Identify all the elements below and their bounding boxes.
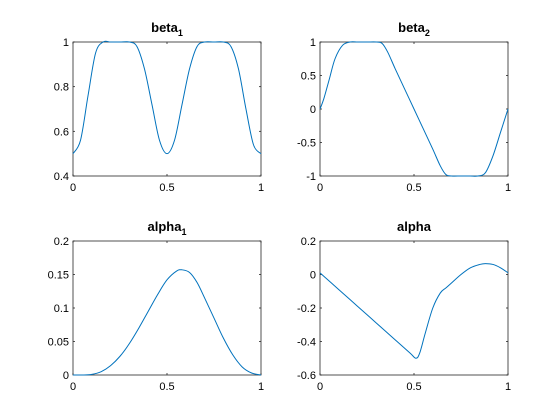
y-tick-label: -0.2 xyxy=(297,303,316,315)
x-tick-label: 0.5 xyxy=(159,381,174,393)
subplot-4: 0 0.5 1 -0.6 -0.4 -0.2 0 0.2 alpha xyxy=(297,219,511,393)
x-tick-label: 1 xyxy=(258,182,264,194)
plot-frame xyxy=(319,240,509,376)
title-subscript: 1 xyxy=(178,28,183,38)
subplot-2: 0 0.5 1 -1 -0.5 0 0.5 1 beta2 xyxy=(297,20,511,194)
title-text: alpha xyxy=(148,219,183,234)
title-text: beta xyxy=(398,20,426,35)
y-tick-label: 0.05 xyxy=(48,337,69,349)
y-tick-label: -0.4 xyxy=(297,337,316,349)
y-tick-label: 0.2 xyxy=(301,236,316,248)
x-tick-label: 1 xyxy=(505,182,511,194)
y-tick-label: -0.5 xyxy=(297,138,316,150)
title-subscript: 1 xyxy=(181,227,186,237)
series-line xyxy=(319,263,509,359)
x-tick-label: 0.5 xyxy=(406,182,421,194)
y-tick-label: 0.2 xyxy=(54,236,69,248)
subplot-title: beta1 xyxy=(151,20,183,38)
series-line xyxy=(72,269,262,376)
y-tick-label: 0.6 xyxy=(54,126,69,138)
x-tick-label: 0 xyxy=(70,381,76,393)
subplot-title: beta2 xyxy=(398,20,430,38)
y-tick-label: 0 xyxy=(63,370,69,382)
title-subscript: 2 xyxy=(425,28,430,38)
y-tick-label: -1 xyxy=(306,171,316,183)
y-tick-label: 0 xyxy=(310,104,316,116)
x-tick-label: 0 xyxy=(70,182,76,194)
y-tick-label: 0.1 xyxy=(54,303,69,315)
y-tick-label: 0.5 xyxy=(301,71,316,83)
title-text: alpha xyxy=(397,219,432,234)
series-line xyxy=(72,40,262,155)
y-tick-label: -0.6 xyxy=(297,370,316,382)
x-tick-label: 0.5 xyxy=(406,381,421,393)
x-tick-label: 1 xyxy=(505,381,511,393)
x-tick-label: 1 xyxy=(258,381,264,393)
subplot-title: alpha xyxy=(397,219,432,234)
title-text: beta xyxy=(151,20,179,35)
series-line xyxy=(319,41,509,177)
y-tick-label: 0 xyxy=(310,270,316,282)
subplot-title: alpha1 xyxy=(148,219,187,237)
plot-frame xyxy=(72,41,262,177)
y-tick-label: 1 xyxy=(63,37,69,49)
plot-frame xyxy=(72,240,262,376)
x-tick-label: 0 xyxy=(317,182,323,194)
y-tick-label: 0.8 xyxy=(54,82,69,94)
x-tick-label: 0 xyxy=(317,381,323,393)
y-tick-label: 0.15 xyxy=(48,270,69,282)
y-tick-label: 0.4 xyxy=(54,171,69,183)
y-tick-label: 1 xyxy=(310,37,316,49)
x-tick-label: 0.5 xyxy=(159,182,174,194)
